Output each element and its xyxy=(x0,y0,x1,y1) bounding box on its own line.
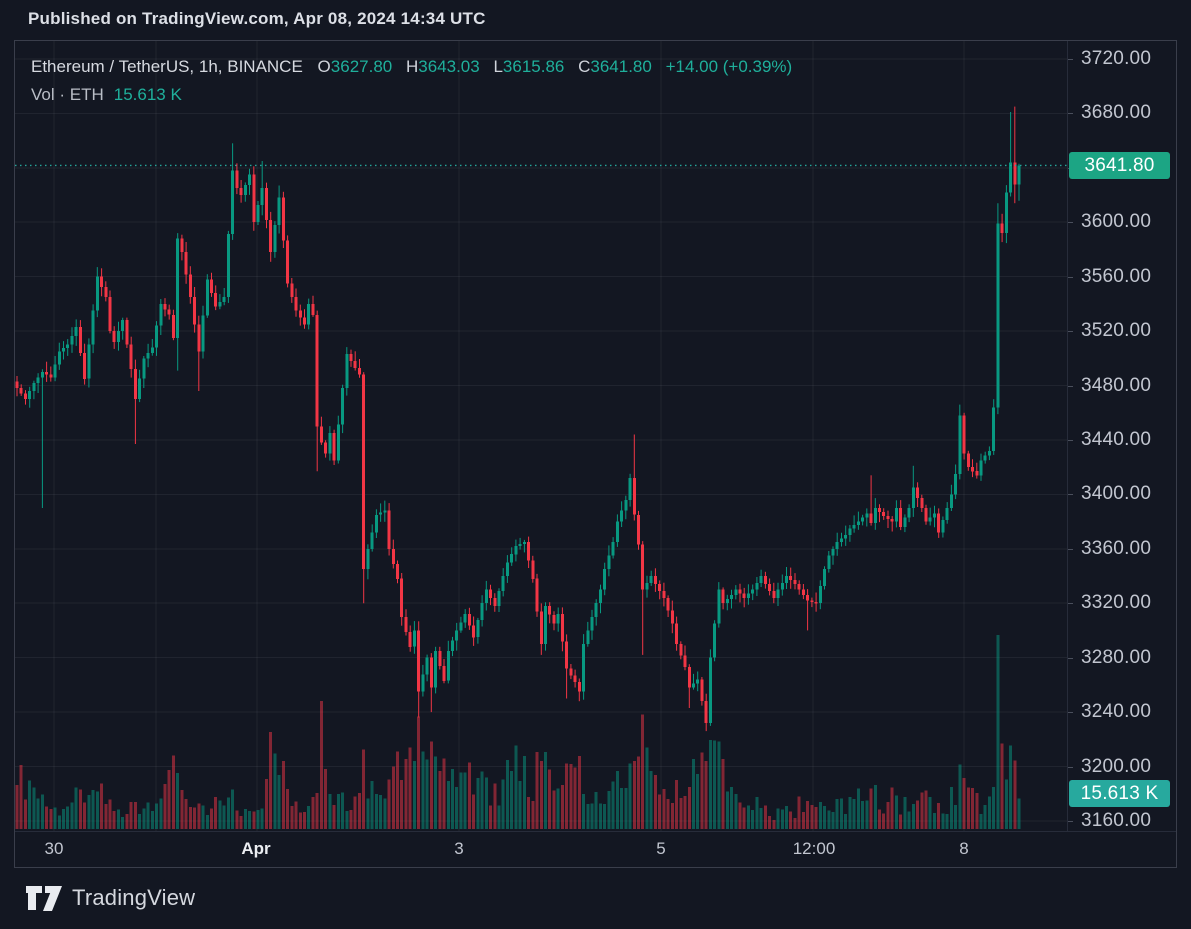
tradingview-logo-icon[interactable] xyxy=(24,885,64,913)
chart-plot-area[interactable]: Ethereum / TetherUS, 1h, BINANCE O3627.8… xyxy=(15,41,1067,831)
published-text: Published on TradingView.com, Apr 08, 20… xyxy=(28,9,486,28)
price-tick-mark xyxy=(1068,439,1073,441)
footer: TradingView xyxy=(0,868,1191,929)
volume-badge: 15.613 K xyxy=(1069,779,1170,807)
brand-name[interactable]: TradingView xyxy=(72,885,196,910)
price-tick-mark xyxy=(1068,820,1073,822)
price-scale[interactable]: 3641.80 15.613 K 3720.003680.003640.0036… xyxy=(1067,41,1176,831)
legend-row-ohlc: Ethereum / TetherUS, 1h, BINANCE O3627.8… xyxy=(31,53,792,81)
price-tick-label: 3600.00 xyxy=(1068,211,1151,233)
close-value: 3641.80 xyxy=(590,57,652,76)
price-tick-mark xyxy=(1068,113,1073,115)
price-tick-label: 3280.00 xyxy=(1068,647,1151,669)
time-tick-label: 12:00 xyxy=(792,839,836,858)
price-tick-label: 3520.00 xyxy=(1068,320,1151,342)
price-tick-label: 3440.00 xyxy=(1068,429,1151,451)
price-tick-mark xyxy=(1068,385,1073,387)
volume-value: 15.613 K xyxy=(113,85,182,104)
price-tick-mark xyxy=(1068,59,1073,60)
candlestick-chart-canvas[interactable] xyxy=(15,41,1067,831)
high-value: 3643.03 xyxy=(418,57,480,76)
low-label: L xyxy=(493,57,503,76)
high-label: H xyxy=(405,57,419,76)
change-value: +14.00 (+0.39%) xyxy=(665,57,793,76)
legend-row-volume: Vol · ETH 15.613 K xyxy=(31,81,792,109)
price-tick-mark xyxy=(1068,331,1073,333)
price-tick-mark xyxy=(1068,657,1073,659)
price-tick-label: 3320.00 xyxy=(1068,592,1151,614)
price-tick-label: 3160.00 xyxy=(1068,810,1151,832)
symbol-title[interactable]: Ethereum / TetherUS, 1h, BINANCE xyxy=(31,57,303,76)
price-tick-mark xyxy=(1068,494,1073,496)
time-tick-label: 8 xyxy=(959,839,969,858)
price-tick-label: 3360.00 xyxy=(1068,538,1151,560)
price-tick-mark xyxy=(1068,548,1073,550)
open-label: O xyxy=(317,57,331,76)
open-value: 3627.80 xyxy=(330,57,393,76)
time-tick-label: 3 xyxy=(454,839,464,858)
price-tick-mark xyxy=(1068,603,1073,605)
price-tick-label: 3560.00 xyxy=(1068,266,1151,288)
price-tick-label: 3680.00 xyxy=(1068,102,1151,124)
time-tick-label: 30 xyxy=(44,839,64,858)
time-tick-label: Apr xyxy=(241,839,271,858)
close-label: C xyxy=(578,57,591,76)
price-tick-label: 3720.00 xyxy=(1068,48,1151,70)
time-axis[interactable]: 30 Apr 3 5 12:00 8 xyxy=(15,831,1176,867)
price-tick-label: 3200.00 xyxy=(1068,756,1151,778)
low-value: 3615.86 xyxy=(502,57,565,76)
chart-frame: Ethereum / TetherUS, 1h, BINANCE O3627.8… xyxy=(14,40,1177,868)
published-bar: Published on TradingView.com, Apr 08, 20… xyxy=(0,0,1191,40)
price-tick-mark xyxy=(1068,276,1073,278)
price-tick-mark xyxy=(1068,222,1073,224)
price-tick-mark xyxy=(1068,766,1073,768)
last-price-badge: 3641.80 xyxy=(1069,151,1170,179)
price-tick-mark xyxy=(1068,712,1073,714)
time-tick-label: 5 xyxy=(656,839,666,858)
price-tick-label: 3480.00 xyxy=(1068,375,1151,397)
chart-legend: Ethereum / TetherUS, 1h, BINANCE O3627.8… xyxy=(31,53,792,109)
price-tick-label: 3240.00 xyxy=(1068,701,1151,723)
price-tick-label: 3400.00 xyxy=(1068,483,1151,505)
volume-title[interactable]: Vol · ETH xyxy=(31,85,104,104)
